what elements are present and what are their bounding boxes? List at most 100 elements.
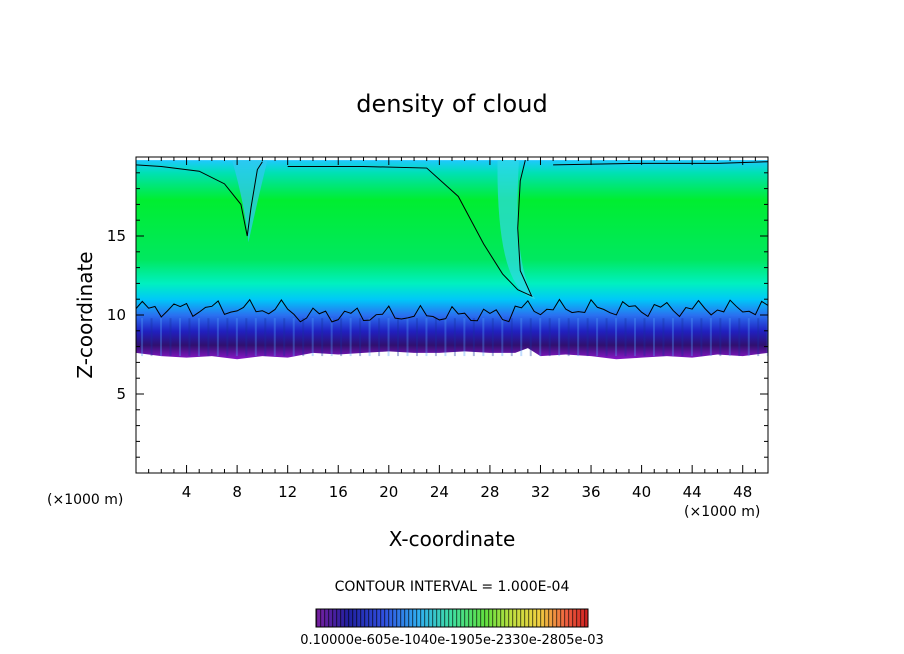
wave-streak xyxy=(359,318,362,357)
colorbar-frame xyxy=(315,608,589,628)
wave-streak xyxy=(340,318,343,357)
wave-streak xyxy=(264,318,267,357)
wave-streak xyxy=(226,318,229,357)
x-tick-label: 16 xyxy=(329,483,348,501)
x-tick-label: 44 xyxy=(683,483,702,501)
colorbar-stripes xyxy=(316,609,588,627)
wave-streak xyxy=(757,318,760,357)
wave-streak xyxy=(634,318,637,357)
wave-streak xyxy=(141,318,144,357)
wave-streak xyxy=(738,318,741,357)
x-unit-label-right: (×1000 m) xyxy=(684,504,760,520)
wave-streak xyxy=(558,318,561,357)
wave-streak xyxy=(330,318,333,357)
colorbar: 0.10000e-605e-1040e-1905e-2330e-2805e-03 xyxy=(300,608,604,648)
wave-streak xyxy=(283,318,286,357)
wave-streak xyxy=(671,318,674,357)
contour-interval-text: CONTOUR INTERVAL = 1.000E-04 xyxy=(335,579,570,595)
x-tick-label: 28 xyxy=(480,483,499,501)
wave-streak xyxy=(472,318,475,357)
wave-streak xyxy=(719,318,722,357)
x-tick-label: 36 xyxy=(581,483,600,501)
wave-streak xyxy=(596,318,599,357)
wave-streak xyxy=(425,318,428,357)
wave-streak xyxy=(434,318,437,357)
x-tick-label: 12 xyxy=(278,483,297,501)
wave-streak xyxy=(766,318,768,357)
wave-streak xyxy=(652,318,655,357)
wave-streak xyxy=(567,318,570,357)
wave-streak xyxy=(501,318,504,357)
contour-line-upper-left xyxy=(136,161,263,237)
wave-streak xyxy=(491,318,494,357)
wave-streak xyxy=(728,318,731,357)
wave-streak xyxy=(690,318,693,357)
wave-streak xyxy=(747,318,750,357)
contour-line-lower xyxy=(136,298,768,323)
x-tick-label: 8 xyxy=(232,483,242,501)
wave-streak xyxy=(681,318,684,357)
x-tick-label: 32 xyxy=(531,483,550,501)
x-tick-label: 48 xyxy=(733,483,752,501)
wave-streak xyxy=(406,318,409,357)
wave-streak xyxy=(482,318,485,357)
wave-streak xyxy=(254,318,257,357)
wave-streak xyxy=(539,318,542,357)
wave-streak xyxy=(368,318,371,357)
y-tick-label: 5 xyxy=(116,385,126,403)
wave-streak xyxy=(709,318,712,357)
wave-streak xyxy=(387,318,390,357)
wave-streak xyxy=(444,318,447,357)
wave-streak xyxy=(349,318,352,357)
downdraft-channel-left xyxy=(232,160,268,243)
contour-line-upper-middle xyxy=(287,160,533,298)
x-axis-label: X-coordinate xyxy=(389,527,516,551)
wave-streak xyxy=(605,318,608,357)
wave-streak xyxy=(548,318,551,357)
x-tick-label: 4 xyxy=(182,483,192,501)
wave-streak xyxy=(311,318,314,357)
wave-streak xyxy=(207,318,210,357)
wave-streak xyxy=(178,318,181,357)
wave-streak xyxy=(302,318,305,357)
wave-streak xyxy=(188,318,191,357)
wave-streak xyxy=(197,318,200,357)
wave-streak xyxy=(586,318,589,357)
wave-streak xyxy=(529,318,532,357)
wave-streak xyxy=(662,318,665,357)
cloud-density-field xyxy=(136,160,768,360)
plot-area xyxy=(135,156,769,474)
wave-streak xyxy=(216,318,219,357)
x-tick-label: 24 xyxy=(430,483,449,501)
y-tick-label: 15 xyxy=(107,227,126,245)
y-axis-label: Z-coordinate xyxy=(73,251,97,378)
wave-streak xyxy=(624,318,627,357)
wave-streak xyxy=(615,318,618,357)
wave-streak xyxy=(453,318,456,357)
chart-title: density of cloud xyxy=(356,90,547,118)
wave-streak xyxy=(463,318,466,357)
colorbar-labels: 0.10000e-605e-1040e-1905e-2330e-2805e-03 xyxy=(300,633,604,648)
wave-streak xyxy=(397,318,400,357)
x-unit-label-left: (×1000 m) xyxy=(47,492,123,508)
wave-streak xyxy=(415,318,418,357)
wave-streak xyxy=(520,318,523,357)
wave-streak xyxy=(378,318,381,357)
wave-streak xyxy=(235,318,238,357)
wave-streak xyxy=(245,318,248,357)
downdraft-channel-right xyxy=(497,160,536,300)
wave-streak xyxy=(169,318,172,357)
wave-streak xyxy=(321,318,324,357)
wave-streak xyxy=(577,318,580,357)
wave-streak xyxy=(150,318,153,357)
wave-streak xyxy=(700,318,703,357)
wave-streak xyxy=(160,318,163,357)
wave-streak xyxy=(510,318,513,357)
x-tick-label: 40 xyxy=(632,483,651,501)
wave-streak xyxy=(273,318,276,357)
wave-streak xyxy=(292,318,295,357)
y-tick-label: 10 xyxy=(107,306,126,324)
wave-streak xyxy=(643,318,646,357)
x-tick-label: 20 xyxy=(379,483,398,501)
